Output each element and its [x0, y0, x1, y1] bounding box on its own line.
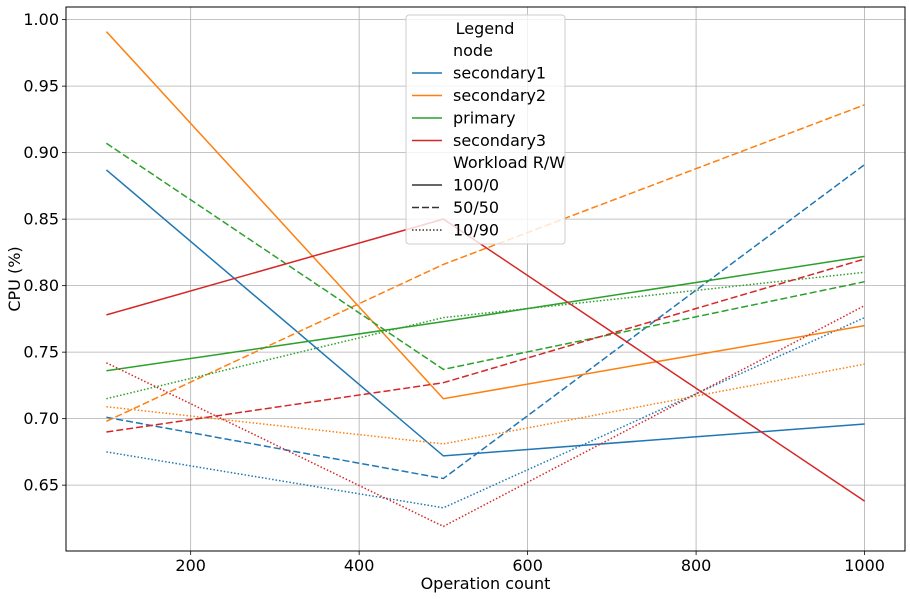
- series-line-secondary3-100-0: [106, 218, 866, 502]
- legend-label-10-90: 10/90: [453, 221, 499, 240]
- y-tick-label: 0.75: [23, 343, 59, 362]
- legend-label-secondary2: secondary2: [453, 86, 546, 105]
- legend-label-primary: primary: [453, 109, 516, 128]
- x-tick-label: 800: [681, 556, 712, 575]
- series-line-primary-10-90: [106, 271, 865, 400]
- legend-workload-header: Workload R/W: [453, 153, 565, 172]
- series-line-secondary1-100-0: [105, 169, 865, 457]
- series-line-secondary2-50-50: [106, 104, 865, 422]
- legend-label-secondary1: secondary1: [453, 64, 546, 83]
- series-line-secondary2-100-0: [105, 31, 865, 400]
- series-line-secondary3-50-50: [106, 258, 865, 433]
- x-tick-label: 400: [344, 556, 375, 575]
- series-line-secondary3-10-90: [106, 304, 865, 528]
- x-tick-label: 600: [512, 556, 543, 575]
- legend-box: [405, 14, 566, 245]
- legend-label-secondary3: secondary3: [453, 131, 546, 150]
- legend: Legend node secondary1 secondary2 primary sec…: [405, 14, 566, 245]
- x-axis-label: Operation count: [421, 574, 551, 593]
- x-tick-label: 1000: [844, 556, 885, 575]
- series-line-secondary1-50-50: [106, 163, 866, 480]
- legend-label-50-50: 50/50: [453, 198, 499, 217]
- y-tick-label: 0.85: [23, 210, 59, 229]
- legend-title: Legend: [456, 19, 515, 38]
- y-axis-label: CPU (%): [5, 246, 24, 311]
- y-tick-label: 0.95: [23, 77, 59, 96]
- series-lines: [105, 31, 866, 528]
- series-line-secondary1-10-90: [106, 316, 865, 509]
- y-tick-label: 0.80: [23, 276, 59, 295]
- plot-frame: [65, 6, 906, 552]
- y-axis: 0.65 0.70 0.75 0.80 0.85 0.90 0.95 1.00: [23, 10, 66, 495]
- y-tick-label: 0.90: [23, 143, 59, 162]
- series-line-primary-50-50: [105, 142, 865, 371]
- series-line-primary-100-0: [106, 255, 865, 372]
- y-tick-label: 1.00: [23, 10, 59, 29]
- x-tick-label: 200: [175, 556, 206, 575]
- x-axis: 200 400 600 800 1000: [175, 551, 885, 575]
- legend-label-100-0: 100/0: [453, 176, 499, 195]
- series-line-secondary2-10-90: [106, 363, 865, 445]
- legend-node-header: node: [453, 41, 493, 60]
- y-tick-label: 0.65: [23, 476, 59, 495]
- y-tick-label: 0.70: [23, 409, 59, 428]
